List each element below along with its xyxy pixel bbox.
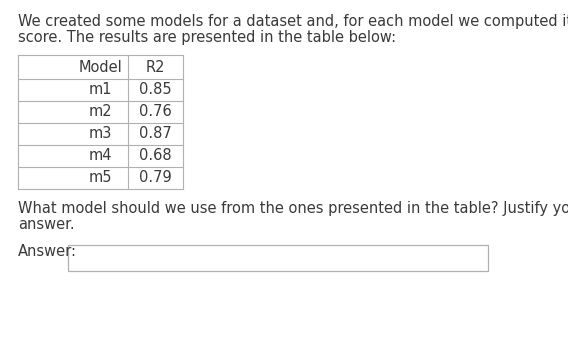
Text: We created some models for a dataset and, for each model we computed its R2: We created some models for a dataset and…	[18, 14, 568, 29]
Text: m4: m4	[88, 149, 112, 163]
Text: 0.76: 0.76	[139, 105, 172, 119]
Text: score. The results are presented in the table below:: score. The results are presented in the …	[18, 30, 396, 45]
Text: m1: m1	[88, 83, 112, 97]
Text: m5: m5	[88, 171, 112, 185]
Text: Model: Model	[78, 60, 122, 75]
Text: 0.79: 0.79	[139, 171, 172, 185]
Text: Answer:: Answer:	[18, 244, 77, 258]
Text: R2: R2	[145, 60, 165, 75]
Text: 0.87: 0.87	[139, 127, 172, 141]
Text: answer.: answer.	[18, 217, 74, 232]
Text: 0.68: 0.68	[139, 149, 172, 163]
Text: What model should we use from the ones presented in the table? Justify your: What model should we use from the ones p…	[18, 201, 568, 216]
Text: m2: m2	[88, 105, 112, 119]
Text: 0.85: 0.85	[139, 83, 172, 97]
Bar	[68, 245, 488, 271]
Text: m3: m3	[88, 127, 112, 141]
